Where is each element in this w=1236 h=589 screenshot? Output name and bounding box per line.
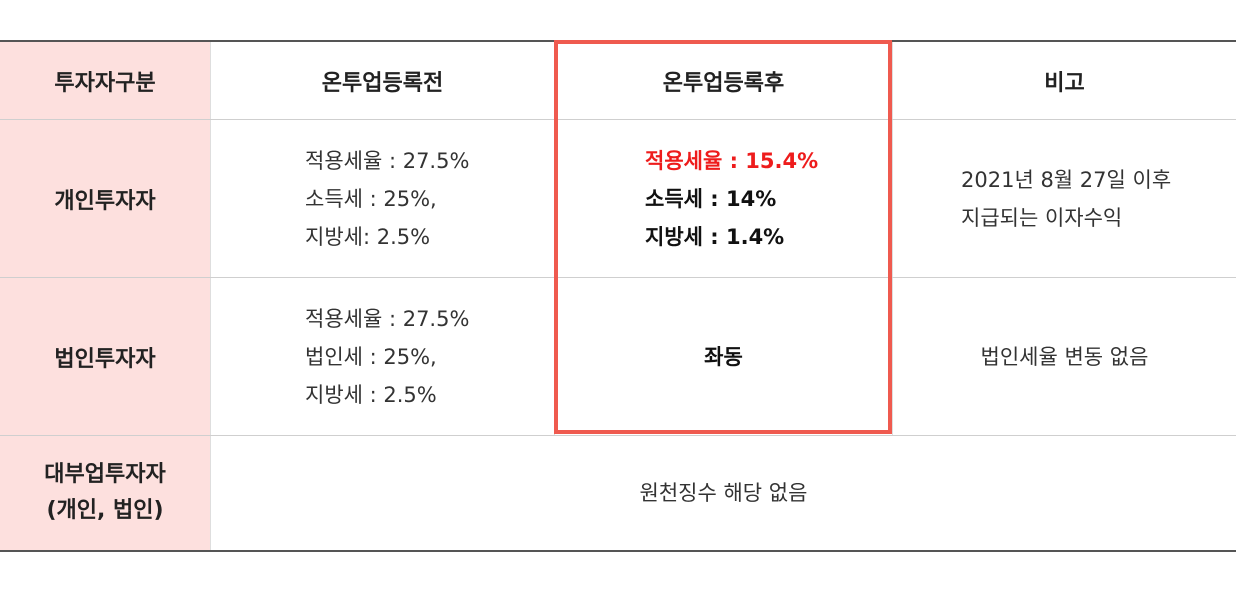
- lender-merged-cell: 원천징수 해당 없음: [210, 436, 1236, 550]
- corporate-before-rate: 적용세율 : 27.5%: [305, 306, 470, 331]
- corporate-after-cell: 좌동: [554, 278, 892, 435]
- individual-before-cell: 적용세율 : 27.5% 소득세 : 25%, 지방세: 2.5%: [210, 120, 554, 277]
- header-before-registration: 온투업등록전: [210, 42, 554, 119]
- individual-after-local-tax: 지방세 : 1.4%: [645, 224, 785, 249]
- corporate-note-cell: 법인세율 변동 없음: [892, 278, 1236, 435]
- header-investor-type: 투자자구분: [0, 42, 210, 119]
- individual-after-rate: 적용세율 : 15.4%: [645, 148, 819, 173]
- individual-after-cell: 적용세율 : 15.4% 소득세 : 14% 지방세 : 1.4%: [554, 120, 892, 277]
- individual-after-income-tax: 소득세 : 14%: [645, 186, 777, 211]
- individual-note-line2: 지급되는 이자수익: [961, 205, 1123, 230]
- table-row-corporate: 법인투자자 적용세율 : 27.5% 법인세 : 25%, 지방세 : 2.5%…: [0, 278, 1236, 436]
- corporate-before-cell: 적용세율 : 27.5% 법인세 : 25%, 지방세 : 2.5%: [210, 278, 554, 435]
- table-row-individual: 개인투자자 적용세율 : 27.5% 소득세 : 25%, 지방세: 2.5% …: [0, 120, 1236, 278]
- row-label-lender-line2: (개인, 법인): [46, 498, 164, 523]
- row-label-individual: 개인투자자: [0, 120, 210, 277]
- table-row-lender: 대부업투자자 (개인, 법인) 원천징수 해당 없음: [0, 436, 1236, 550]
- individual-before-income-tax: 소득세 : 25%,: [305, 186, 437, 211]
- header-remarks: 비고: [892, 42, 1236, 119]
- table-header-row: 투자자구분 온투업등록전 온투업등록후 비고: [0, 42, 1236, 120]
- individual-note-line1: 2021년 8월 27일 이후: [961, 167, 1172, 192]
- header-after-registration: 온투업등록후: [554, 42, 892, 119]
- row-label-corporate: 법인투자자: [0, 278, 210, 435]
- individual-before-local-tax: 지방세: 2.5%: [305, 224, 431, 249]
- individual-note-cell: 2021년 8월 27일 이후 지급되는 이자수익: [892, 120, 1236, 277]
- corporate-before-corporate-tax: 법인세 : 25%,: [305, 344, 437, 369]
- tax-comparison-table: 투자자구분 온투업등록전 온투업등록후 비고 개인투자자 적용세율 : 27.5…: [0, 40, 1236, 552]
- row-label-lender-line1: 대부업투자자: [44, 462, 166, 487]
- individual-before-rate: 적용세율 : 27.5%: [305, 148, 470, 173]
- row-label-lender: 대부업투자자 (개인, 법인): [0, 436, 210, 550]
- corporate-before-local-tax: 지방세 : 2.5%: [305, 382, 437, 407]
